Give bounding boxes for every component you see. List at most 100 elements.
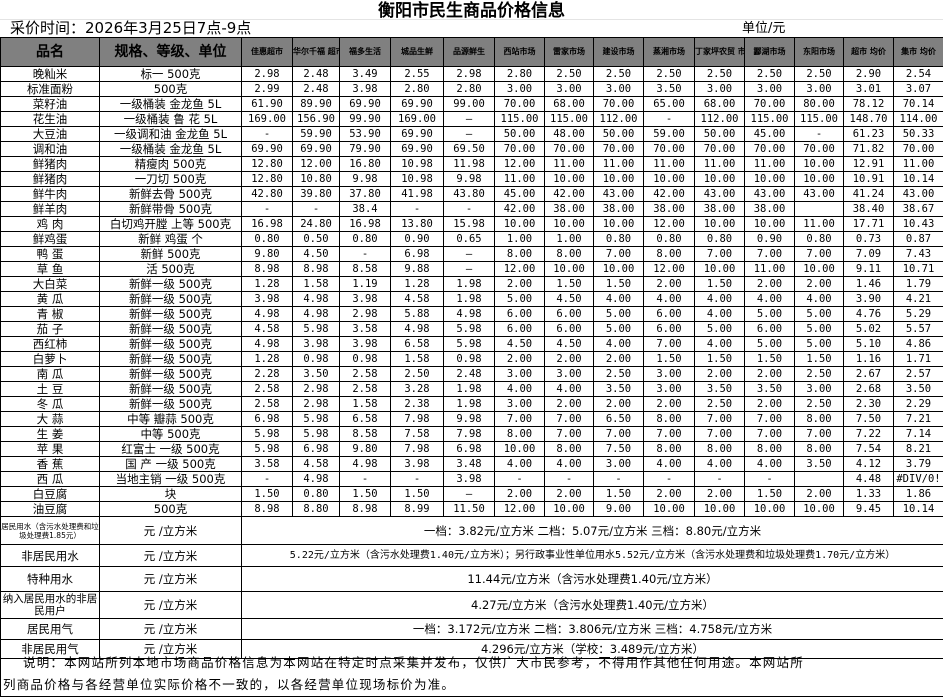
price-cell: 45.00 xyxy=(494,186,545,202)
utility-price: 4.27元/立方米（含污水处理费1.40元/立方米） xyxy=(241,591,943,619)
price-cell: 1.50 xyxy=(593,486,644,502)
price-cell: 7.00 xyxy=(794,426,844,442)
price-cell: 10.80 xyxy=(292,171,340,187)
item-name: 鲜猪肉 xyxy=(0,156,100,172)
price-cell: 2.00 xyxy=(744,276,795,292)
price-cell: 10.00 xyxy=(593,171,644,187)
item-name: 茄 子 xyxy=(0,321,100,337)
utility-row: 特种用水元 /立方米 11.44元/立方米（含污水处理费1.40元/立方米） xyxy=(0,566,943,592)
price-cell: 6.00 xyxy=(544,306,594,322)
price-cell: 99.90 xyxy=(339,111,391,127)
item-spec: 红富士 一级 500克 xyxy=(99,441,242,457)
price-cell: 8.00 xyxy=(794,441,844,457)
price-cell: 6.98 xyxy=(443,441,495,457)
item-name: 西 瓜 xyxy=(0,471,100,487)
item-name: 冬 瓜 xyxy=(0,396,100,412)
price-cell: 5.02 xyxy=(843,321,894,337)
price-cell: 4.00 xyxy=(694,306,745,322)
price-cell: 7.09 xyxy=(843,246,894,262)
price-cell: 7.00 xyxy=(694,411,745,427)
item-spec: 一级桶装 鲁 花 5L xyxy=(99,111,242,127)
utility-rows: 居民用水（含污水处理费和垃圾处理费1.85元）元 /立方米 一档：3.82元/立方… xyxy=(0,516,943,659)
collect-time: 采价时间：2026年3月25日7点-9点 xyxy=(10,19,252,37)
price-cell: 12.80 xyxy=(241,156,293,172)
table-row: 黄 瓜新鲜一级 500克 3.98 4.98 3.98 4.58 1.98 5.00 4.50… xyxy=(0,291,943,307)
price-cell: 99.00 xyxy=(443,96,495,112)
price-cell: 2.00 xyxy=(643,396,695,412)
column-header: 品名 xyxy=(0,37,100,67)
price-cell: 2.38 xyxy=(390,396,444,412)
price-cell: 53.90 xyxy=(339,126,391,142)
table-row: 晚籼米 标一 500克 2.98 2.48 3.49 2.55 2.98 2.80 2.50 2.… xyxy=(0,66,943,82)
column-header: 规格、等级、单位 xyxy=(99,37,242,67)
table-row: 生 姜中等 500克 5.98 5.98 8.58 7.58 7.98 8.00 7.00 7.… xyxy=(0,426,943,442)
item-name: 鸡 肉 xyxy=(0,216,100,232)
price-cell: 43.00 xyxy=(694,186,745,202)
column-header: 蒸湘市场 xyxy=(643,37,695,67)
price-cell: 0.73 xyxy=(843,231,894,247)
utility-name: 特种用水 xyxy=(0,566,100,592)
table-row: 花生油 一级桶装 鲁 花 5L 169.00 156.90 99.90 169.00—11… xyxy=(0,111,943,127)
price-cell: 7.00 xyxy=(744,426,795,442)
price-cell: 3.00 xyxy=(593,456,644,472)
item-spec: 活 500克 xyxy=(99,261,242,277)
price-cell: 3.50 xyxy=(593,381,644,397)
price-cell: 8.00 xyxy=(643,441,695,457)
price-cell: 10.00 xyxy=(694,216,745,232)
price-cell: 9.98 xyxy=(339,171,391,187)
item-name: 菜籽油 xyxy=(0,96,100,112)
price-cell: 0.80 xyxy=(794,231,844,247)
price-cell: - xyxy=(643,471,695,487)
price-cell: 38.00 xyxy=(593,201,644,217)
price-cell: 7.00 xyxy=(744,411,795,427)
price-cell: 2.00 xyxy=(593,396,644,412)
price-cell: 70.00 xyxy=(694,141,745,157)
price-cell: 11.50 xyxy=(443,501,495,517)
price-cell: 12.91 xyxy=(843,156,894,172)
price-cell: 3.49 xyxy=(339,66,391,82)
price-cell: 8.58 xyxy=(339,426,391,442)
disclaimer: 说明：本网站所列本地市场商品价格信息为本网站在特定时点采集并发布，仅供广大市民参… xyxy=(0,652,943,697)
item-name: 鸭 蛋 xyxy=(0,246,100,262)
price-cell: 4.98 xyxy=(292,291,340,307)
subheader: 采价时间：2026年3月25日7点-9点 单位/元 xyxy=(0,19,943,37)
price-cell: - xyxy=(241,471,293,487)
price-cell: 10.00 xyxy=(544,171,594,187)
price-cell: - xyxy=(544,471,594,487)
utility-unit: 元 /立方米 xyxy=(99,618,242,640)
table-row: 冬 瓜新鲜一级 500克 2.58 2.98 1.58 2.38 1.98 3.00 2.00… xyxy=(0,396,943,412)
price-cell xyxy=(794,471,844,487)
price-cell: - xyxy=(339,246,391,262)
table-row: 苹 果红富士 一级 500克 5.98 6.98 9.80 7.98 6.98 10.00 8… xyxy=(0,441,943,457)
price-cell: 2.48 xyxy=(292,81,340,97)
price-cell: 3.98 xyxy=(292,336,340,352)
price-cell: 11.98 xyxy=(443,156,495,172)
price-cell: - xyxy=(443,201,495,217)
price-cell: 3.00 xyxy=(643,366,695,382)
price-cell: 2.29 xyxy=(893,396,943,412)
utility-name: 纳入居民用水的非居民用户 xyxy=(0,591,100,619)
price-cell: 3.58 xyxy=(241,456,293,472)
price-cell: - xyxy=(390,201,444,217)
item-spec: 500克 xyxy=(99,81,242,97)
price-cell: 8.98 xyxy=(339,501,391,517)
price-cell: 5.00 xyxy=(593,321,644,337)
table-row: 西红柿 新鲜一级 500克 4.98 3.98 3.98 6.58 5.98 4.50 4.50… xyxy=(0,336,943,352)
item-spec: 新鲜一级 500克 xyxy=(99,381,242,397)
item-name: 土 豆 xyxy=(0,381,100,397)
price-cell: 4.21 xyxy=(893,291,943,307)
column-header: 雷家市场 xyxy=(544,37,594,67)
price-cell: 89.90 xyxy=(292,96,340,112)
price-cell: 7.58 xyxy=(390,426,444,442)
price-cell: 3.50 xyxy=(794,456,844,472)
price-cell: 6.98 xyxy=(390,246,444,262)
price-cell: 8.00 xyxy=(794,411,844,427)
price-cell: 11.00 xyxy=(643,156,695,172)
item-name: 调和油 xyxy=(0,141,100,157)
price-cell: 42.80 xyxy=(241,186,293,202)
price-cell: 2.98 xyxy=(241,66,293,82)
price-cell: 69.90 xyxy=(390,126,444,142)
price-cell: 9.98 xyxy=(443,171,495,187)
price-cell: 12.00 xyxy=(643,216,695,232)
price-cell: 3.48 xyxy=(443,456,495,472)
